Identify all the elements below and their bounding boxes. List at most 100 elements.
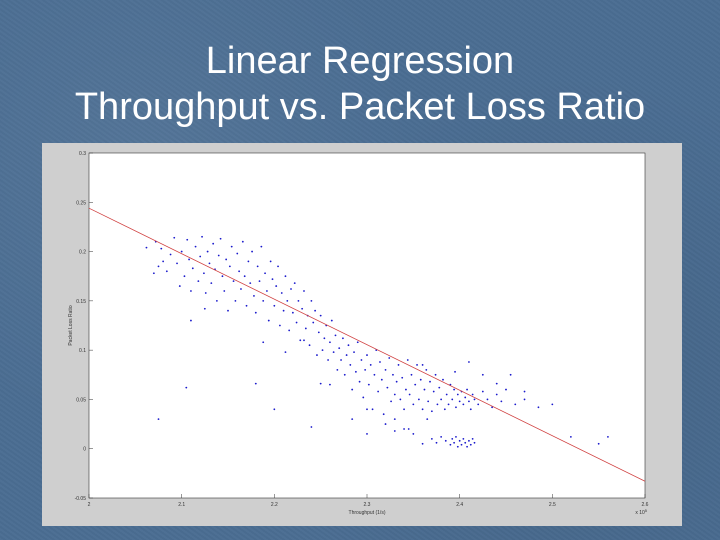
data-point	[354, 370, 357, 373]
data-point	[393, 393, 396, 396]
data-point	[228, 265, 231, 268]
x-tick-label: 2.4	[456, 502, 463, 508]
y-axis-ticks: -0.05 0 0.05 0.1 0.15 0.2 0.25 0.3	[75, 151, 93, 502]
data-point	[429, 380, 431, 383]
data-point	[269, 260, 272, 263]
data-point	[462, 437, 465, 440]
data-point	[421, 408, 424, 411]
data-point	[145, 246, 148, 249]
x-tick-label: 2.1	[178, 502, 185, 508]
data-point	[215, 299, 218, 302]
data-point	[419, 378, 422, 381]
data-point	[317, 331, 320, 334]
data-point	[405, 388, 407, 391]
data-point	[523, 398, 526, 401]
x-axis-ticks: 2 2.1 2.2 2.3 2.4 2.5 2.6	[88, 494, 649, 508]
data-point	[364, 368, 367, 371]
data-point	[597, 442, 600, 445]
data-point	[486, 398, 489, 401]
data-point	[468, 439, 470, 442]
data-point	[454, 370, 456, 373]
y-tick-label: 0.25	[76, 200, 86, 206]
data-point	[260, 245, 263, 248]
data-point	[458, 400, 461, 403]
data-point	[329, 341, 331, 344]
x-axis-label: Throughput (1/s)	[349, 510, 386, 516]
data-point	[190, 290, 192, 292]
data-point	[345, 354, 348, 356]
data-point	[551, 403, 554, 406]
data-point	[225, 258, 228, 261]
data-point	[360, 359, 363, 361]
data-point	[371, 408, 374, 411]
data-point	[386, 386, 389, 389]
data-point	[208, 262, 211, 265]
data-point	[191, 267, 194, 270]
data-point	[403, 408, 405, 411]
data-point	[321, 349, 324, 352]
data-point	[254, 382, 257, 385]
data-point	[262, 341, 265, 344]
data-point	[469, 408, 472, 411]
data-point	[238, 270, 241, 273]
data-point	[505, 388, 507, 391]
data-point	[537, 406, 540, 409]
data-point	[303, 290, 305, 292]
data-point	[447, 403, 450, 406]
data-point	[481, 373, 484, 376]
data-point	[293, 282, 296, 285]
data-point	[221, 275, 224, 278]
slide-title-line-1: Linear Regression	[205, 40, 515, 82]
data-point	[455, 406, 457, 409]
data-point	[399, 398, 402, 401]
data-point	[464, 396, 467, 399]
data-point	[275, 285, 278, 287]
data-point	[444, 439, 447, 442]
y-tick-label: 0.05	[76, 397, 86, 403]
data-point	[397, 364, 400, 366]
data-point	[458, 439, 461, 442]
data-point	[408, 393, 411, 396]
x-multiplier-base: x 10	[635, 510, 645, 516]
data-point	[366, 433, 368, 435]
data-point	[362, 396, 365, 399]
data-point	[462, 403, 465, 406]
x-tick-label: 2.5	[549, 502, 556, 508]
data-point	[410, 373, 413, 376]
data-point	[304, 327, 307, 330]
data-point	[466, 388, 468, 391]
data-point	[407, 428, 410, 430]
y-tick-label: 0.2	[79, 250, 86, 256]
data-point	[332, 351, 335, 354]
data-point	[160, 247, 163, 250]
data-point	[227, 309, 229, 312]
data-point	[210, 282, 213, 285]
data-point	[453, 441, 456, 444]
data-point	[157, 265, 160, 268]
data-point	[162, 260, 165, 263]
data-point	[190, 319, 192, 322]
data-point	[451, 398, 454, 401]
data-point	[356, 341, 359, 344]
data-point	[256, 265, 259, 268]
data-point	[253, 295, 255, 297]
data-point	[178, 285, 181, 287]
data-point	[509, 373, 512, 376]
data-point	[500, 400, 503, 403]
data-point	[219, 237, 222, 240]
x-tick-label: 2.6	[642, 502, 649, 508]
data-point	[286, 299, 289, 302]
data-point	[468, 361, 470, 363]
data-point	[427, 400, 430, 403]
data-point	[173, 236, 176, 239]
data-point	[249, 282, 252, 285]
data-point	[401, 376, 404, 379]
data-point	[282, 309, 285, 312]
data-point	[416, 364, 418, 366]
data-point	[468, 400, 470, 403]
data-point	[367, 383, 370, 386]
data-point	[473, 441, 476, 444]
data-point	[271, 278, 274, 281]
data-point	[334, 334, 337, 337]
data-point	[456, 445, 459, 448]
